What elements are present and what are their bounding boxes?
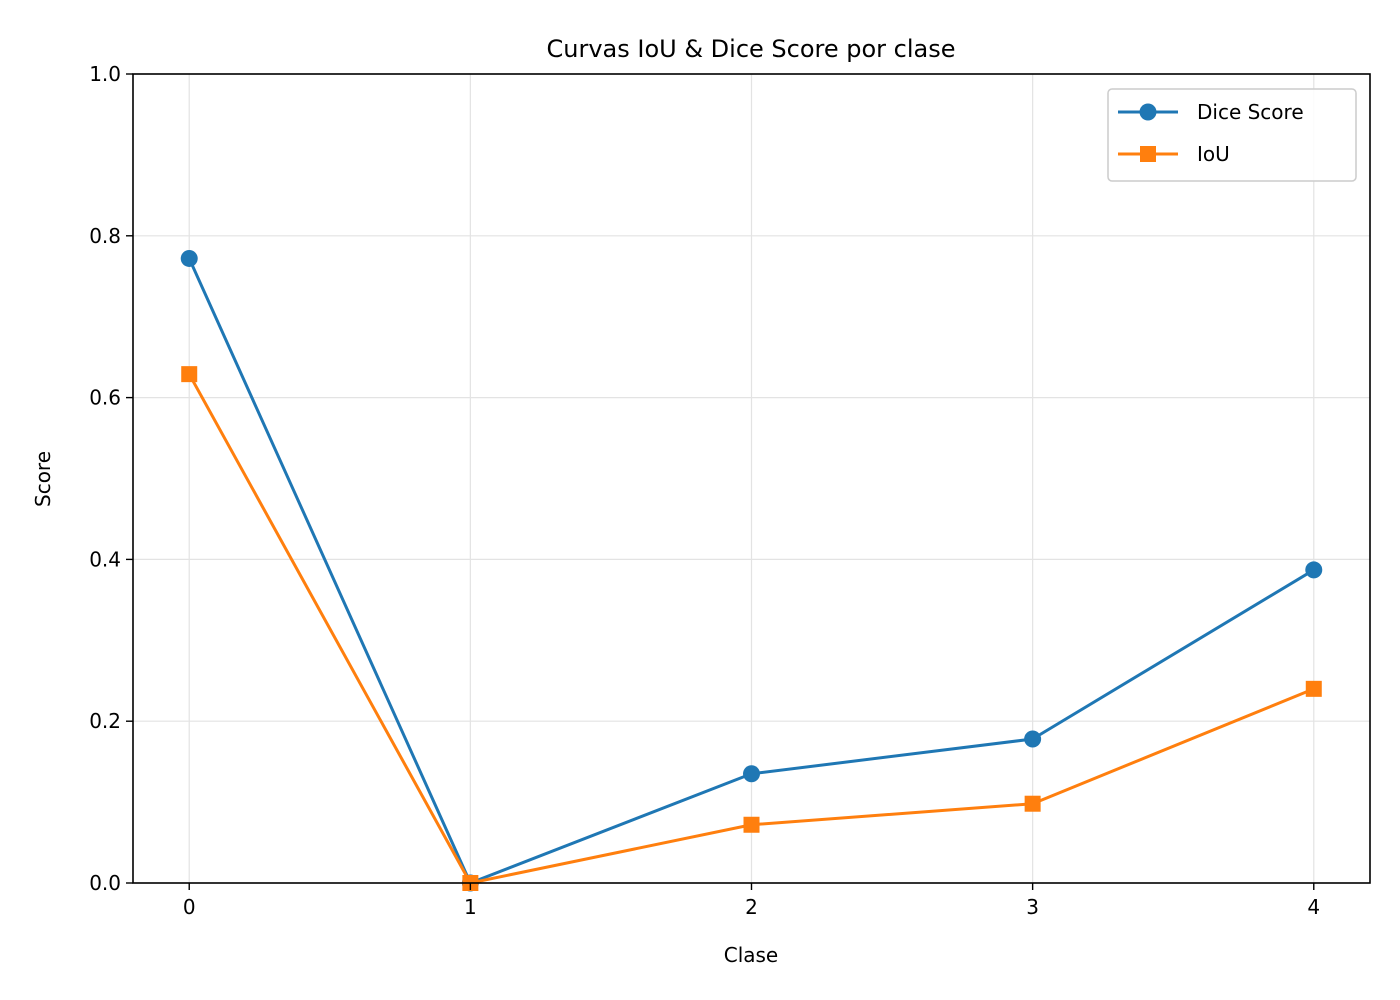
iou-point bbox=[1024, 795, 1041, 812]
legend-marker-iou-icon bbox=[1140, 146, 1156, 162]
y-tick-label: 0.6 bbox=[89, 386, 121, 410]
legend: Dice Score IoU bbox=[1107, 88, 1357, 182]
y-tick-label: 0.0 bbox=[89, 871, 121, 895]
axis-ticks: 0 1 2 3 4 0.0 0.2 0.4 0.6 0.8 1.0 bbox=[89, 62, 1320, 919]
legend-label-dice: Dice Score bbox=[1197, 100, 1304, 124]
y-tick-label: 0.8 bbox=[89, 224, 121, 248]
legend-label-iou: IoU bbox=[1197, 142, 1230, 166]
y-tick-label: 0.4 bbox=[89, 547, 121, 571]
legend-marker-dice-icon bbox=[1139, 103, 1157, 121]
x-tick-label: 0 bbox=[183, 895, 196, 919]
x-axis-title: Clase bbox=[724, 943, 779, 967]
y-tick-label: 0.2 bbox=[89, 709, 121, 733]
iou-point bbox=[1305, 680, 1322, 697]
x-tick-label: 3 bbox=[1026, 895, 1039, 919]
grid bbox=[133, 73, 1370, 884]
dice-point bbox=[180, 249, 198, 267]
chart-title: Curvas IoU & Dice Score por clase bbox=[546, 35, 955, 63]
iou-point bbox=[181, 366, 198, 383]
y-axis-title: Score bbox=[31, 451, 55, 507]
dice-point bbox=[1024, 730, 1042, 748]
y-tick-label: 1.0 bbox=[89, 62, 121, 86]
dice-point bbox=[743, 765, 760, 783]
iou-point bbox=[743, 816, 760, 833]
x-tick-label: 2 bbox=[745, 895, 758, 919]
dice-point bbox=[1305, 561, 1323, 579]
x-tick-label: 4 bbox=[1307, 895, 1320, 919]
x-tick-label: 1 bbox=[464, 895, 477, 919]
